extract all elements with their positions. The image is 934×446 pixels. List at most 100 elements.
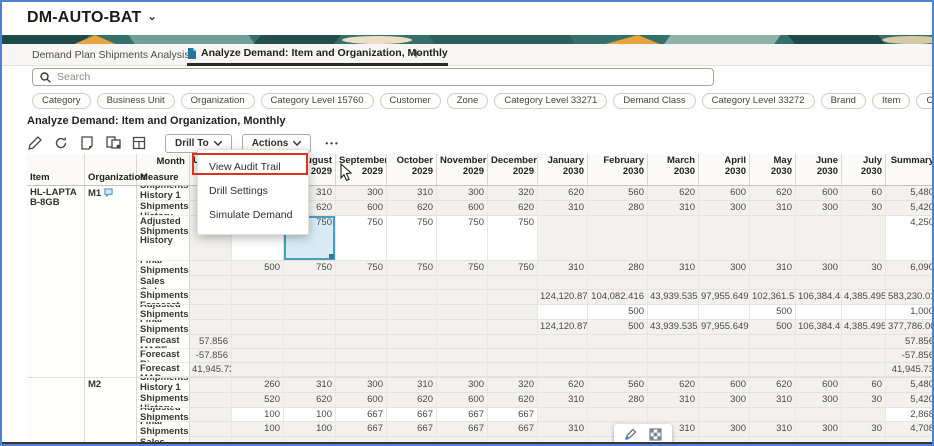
data-cell[interactable]: -57.856 [886, 349, 934, 363]
data-cell[interactable]: 4,385.495 [842, 290, 886, 305]
data-cell[interactable] [842, 363, 886, 377]
data-cell[interactable]: 750 [336, 216, 387, 261]
data-cell[interactable] [336, 335, 387, 349]
data-cell[interactable] [538, 363, 588, 377]
data-cell[interactable] [284, 276, 336, 290]
column-header-summary[interactable]: Summary [886, 154, 934, 185]
column-header-march-2030[interactable]: March 2030 [648, 154, 699, 185]
data-cell[interactable]: 620 [284, 393, 336, 408]
data-cell[interactable] [387, 320, 437, 335]
data-cell[interactable]: 600 [437, 393, 488, 408]
data-cell[interactable] [387, 305, 437, 320]
column-header-july-2030[interactable]: July 2030 [842, 154, 886, 185]
data-cell[interactable]: 620 [648, 378, 699, 393]
column-header-december-2029[interactable]: December 2029 [488, 154, 538, 185]
data-cell[interactable]: 500 [232, 261, 284, 276]
data-cell[interactable] [796, 305, 842, 320]
data-cell[interactable]: 620 [387, 393, 437, 408]
data-cell[interactable] [648, 335, 699, 349]
chevron-down-icon[interactable]: ⌄ [147, 11, 156, 23]
layout-button[interactable] [105, 135, 121, 151]
data-cell[interactable]: 30 [842, 422, 886, 437]
data-cell[interactable] [190, 320, 232, 335]
data-cell[interactable]: 97,955.649 [699, 290, 750, 305]
data-cell[interactable]: 104,082.416 [588, 290, 648, 305]
search-input[interactable] [57, 70, 697, 84]
column-header-november-2029[interactable]: November 2029 [437, 154, 488, 185]
data-cell[interactable] [648, 408, 699, 422]
data-cell[interactable] [750, 408, 796, 422]
column-header-item[interactable]: Item [27, 154, 85, 185]
data-cell[interactable] [190, 261, 232, 276]
data-cell[interactable] [437, 320, 488, 335]
data-cell[interactable] [699, 305, 750, 320]
edit-button[interactable] [27, 135, 43, 151]
data-cell[interactable] [437, 363, 488, 377]
data-cell[interactable]: 310 [648, 261, 699, 276]
data-cell[interactable]: 310 [750, 201, 796, 216]
data-cell[interactable]: 260 [232, 378, 284, 393]
data-cell[interactable]: 300 [796, 393, 842, 408]
data-cell[interactable] [190, 393, 232, 408]
column-header-organization[interactable]: Organization [85, 154, 137, 185]
filter-chip[interactable]: Organization [181, 93, 255, 109]
data-cell[interactable]: 620 [750, 186, 796, 201]
data-cell[interactable]: 100 [284, 422, 336, 437]
data-cell[interactable]: 4,250 [886, 216, 934, 261]
data-cell[interactable]: 124,120.878 [538, 290, 588, 305]
data-cell[interactable]: 2,868 [886, 408, 934, 422]
data-cell[interactable] [387, 363, 437, 377]
data-cell[interactable]: 1,000 [886, 305, 934, 320]
data-cell[interactable] [796, 335, 842, 349]
data-cell[interactable]: 667 [488, 422, 538, 437]
data-cell[interactable] [336, 276, 387, 290]
data-cell[interactable]: 310 [538, 422, 588, 437]
data-cell[interactable]: 310 [387, 378, 437, 393]
filter-chip[interactable]: Brand [821, 93, 866, 109]
data-cell[interactable] [284, 305, 336, 320]
filter-chip[interactable]: Category Level 33271 [494, 93, 607, 109]
data-cell[interactable]: 4,708 [886, 422, 934, 437]
data-cell[interactable]: 500 [750, 305, 796, 320]
data-cell[interactable] [232, 290, 284, 305]
data-cell[interactable]: 5,420 [886, 201, 934, 216]
menu-item-drill-settings[interactable]: Drill Settings [198, 179, 308, 203]
data-cell[interactable]: 106,384.45 [796, 320, 842, 335]
data-cell[interactable]: 100 [232, 408, 284, 422]
data-cell[interactable] [842, 349, 886, 363]
data-cell[interactable] [336, 320, 387, 335]
data-cell[interactable]: 280 [588, 261, 648, 276]
data-cell[interactable] [190, 408, 232, 422]
save-layout-button[interactable] [131, 135, 147, 151]
data-cell[interactable] [842, 335, 886, 349]
data-cell[interactable]: 310 [648, 393, 699, 408]
column-header-april-2030[interactable]: April 2030 [699, 154, 750, 185]
data-cell[interactable]: 320 [488, 378, 538, 393]
column-header-february-2030[interactable]: February 2030 [588, 154, 648, 185]
data-cell[interactable]: 620 [488, 393, 538, 408]
data-cell[interactable] [588, 349, 648, 363]
data-cell[interactable] [437, 276, 488, 290]
data-cell[interactable]: 97,955.649 [699, 320, 750, 335]
data-cell[interactable]: 30 [842, 261, 886, 276]
data-cell[interactable]: 106,384.45 [796, 290, 842, 305]
data-cell[interactable] [588, 408, 648, 422]
data-cell[interactable]: 300 [437, 378, 488, 393]
filter-chip[interactable]: Customer [380, 93, 441, 109]
data-cell[interactable] [842, 408, 886, 422]
data-cell[interactable]: 102,361.586 [750, 290, 796, 305]
data-cell[interactable] [588, 216, 648, 261]
data-cell[interactable] [538, 276, 588, 290]
data-cell[interactable] [699, 408, 750, 422]
data-cell[interactable] [488, 276, 538, 290]
filter-chip[interactable]: Category Level 33272 [702, 93, 815, 109]
data-cell[interactable]: 100 [284, 408, 336, 422]
data-cell[interactable]: 30 [842, 201, 886, 216]
data-cell[interactable]: 310 [750, 261, 796, 276]
data-cell[interactable] [190, 305, 232, 320]
data-cell[interactable]: 750 [284, 261, 336, 276]
column-header-measure[interactable]: MeasureMonth [137, 154, 190, 185]
data-cell[interactable]: 300 [796, 422, 842, 437]
data-cell[interactable]: 600 [796, 378, 842, 393]
tab-demand-plan-shipments-analysis[interactable]: Demand Plan Shipments Analysis [32, 44, 190, 66]
